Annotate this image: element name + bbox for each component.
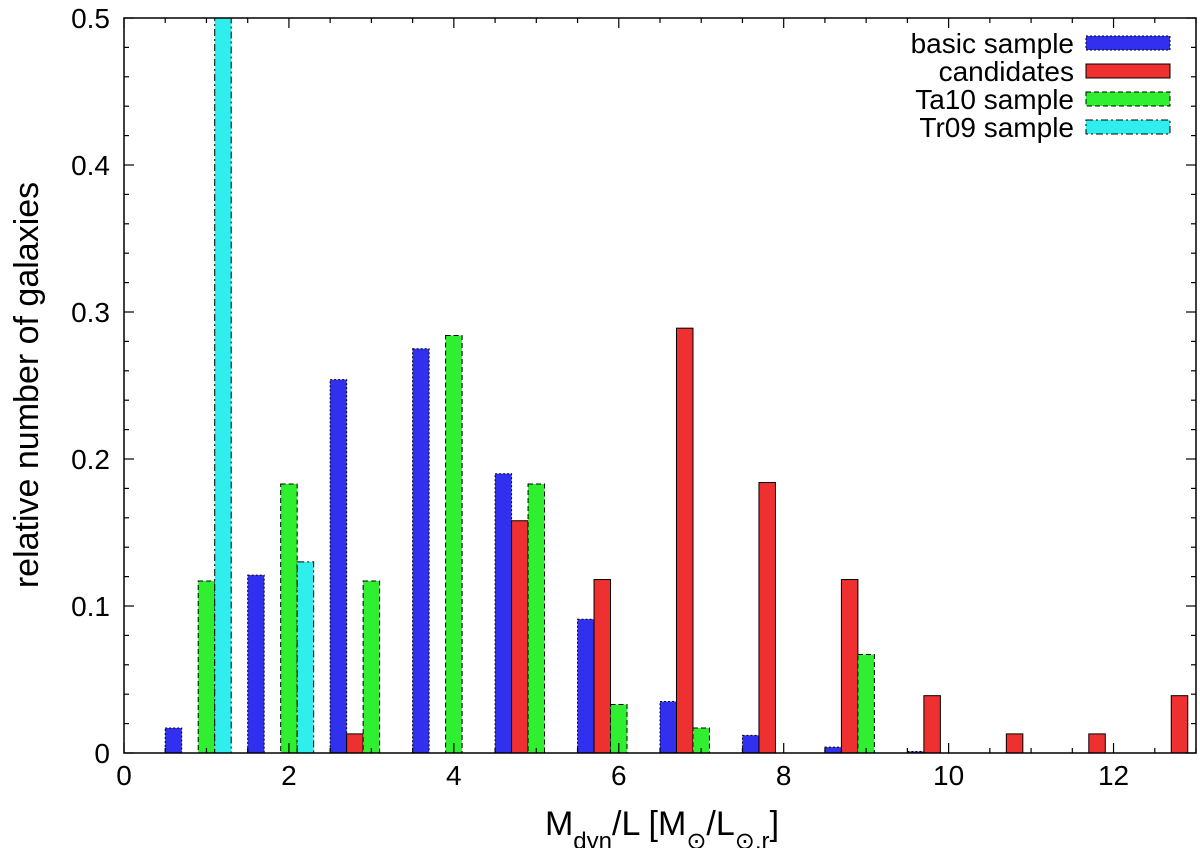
bar-candidates-6 xyxy=(923,695,941,754)
legend-key-ta10-sample xyxy=(1085,91,1171,107)
bar-candidates-1 xyxy=(511,520,529,754)
bar-basic-sample-3 xyxy=(412,348,430,754)
bar-ta10-sample-4 xyxy=(527,483,546,754)
legend-label-ta10-sample: Ta10 sample xyxy=(915,84,1074,115)
bar-candidates-7 xyxy=(1005,733,1024,754)
bar-basic-sample-4 xyxy=(494,473,513,754)
bar-ta10-sample-0 xyxy=(197,580,216,754)
bar-ta10-sample-1 xyxy=(280,483,298,754)
y-tick-label: 0.1 xyxy=(71,591,110,622)
bar-candidates-2 xyxy=(593,579,612,754)
bar-candidates-9 xyxy=(1170,695,1189,754)
bar-candidates-8 xyxy=(1088,733,1106,754)
bar-candidates-3 xyxy=(675,327,694,754)
bar-basic-sample-6 xyxy=(659,701,677,754)
bar-ta10-sample-7 xyxy=(857,654,875,754)
x-axis-label: Mdyn/L [M⊙/L⊙,r] xyxy=(545,805,779,848)
x-tick-label: 6 xyxy=(611,760,627,791)
legend-label-tr09-sample: Tr09 sample xyxy=(919,112,1074,143)
bar-basic-sample-2 xyxy=(329,379,348,754)
plot-area xyxy=(164,17,1189,754)
bar-candidates-5 xyxy=(840,579,859,754)
x-tick-label: 0 xyxy=(116,760,132,791)
bar-basic-sample-5 xyxy=(577,618,595,754)
legend-label-candidates: candidates xyxy=(939,56,1074,87)
bar-ta10-sample-2 xyxy=(362,580,381,754)
y-tick-label: 0.5 xyxy=(71,3,110,34)
bar-basic-sample-1 xyxy=(247,574,265,754)
x-tick-label: 10 xyxy=(933,760,964,791)
y-axis-label: relative number of galaxies xyxy=(8,182,46,588)
bar-tr09-sample-1 xyxy=(296,561,315,754)
bar-tr09-sample-0 xyxy=(214,17,232,754)
x-tick-label: 4 xyxy=(446,760,462,791)
legend-key-basic-sample xyxy=(1085,35,1171,51)
x-tick-label: 2 xyxy=(281,760,297,791)
legend-key-candidates xyxy=(1085,63,1171,79)
bar-candidates-4 xyxy=(758,482,776,754)
axes: 0 2 4 6 8 10 12 0 0.1 0.2 0.3 0.4 0.5 xyxy=(71,3,1197,791)
bar-candidates-0 xyxy=(346,733,364,754)
bar-basic-sample-0 xyxy=(164,727,183,754)
y-tick-label: 0.4 xyxy=(71,150,110,181)
legend-label-basic-sample: basic sample xyxy=(911,28,1074,59)
y-tick-label: 0 xyxy=(94,738,110,769)
y-tick-label: 0.3 xyxy=(71,297,110,328)
y-tick-label: 0.2 xyxy=(71,444,110,475)
legend-key-tr09-sample xyxy=(1085,119,1171,135)
x-tick-label: 8 xyxy=(776,760,792,791)
bar-basic-sample-8 xyxy=(824,746,842,754)
bar-basic-sample-7 xyxy=(741,734,760,754)
x-tick-label: 12 xyxy=(1098,760,1129,791)
bar-ta10-sample-3 xyxy=(445,335,463,754)
